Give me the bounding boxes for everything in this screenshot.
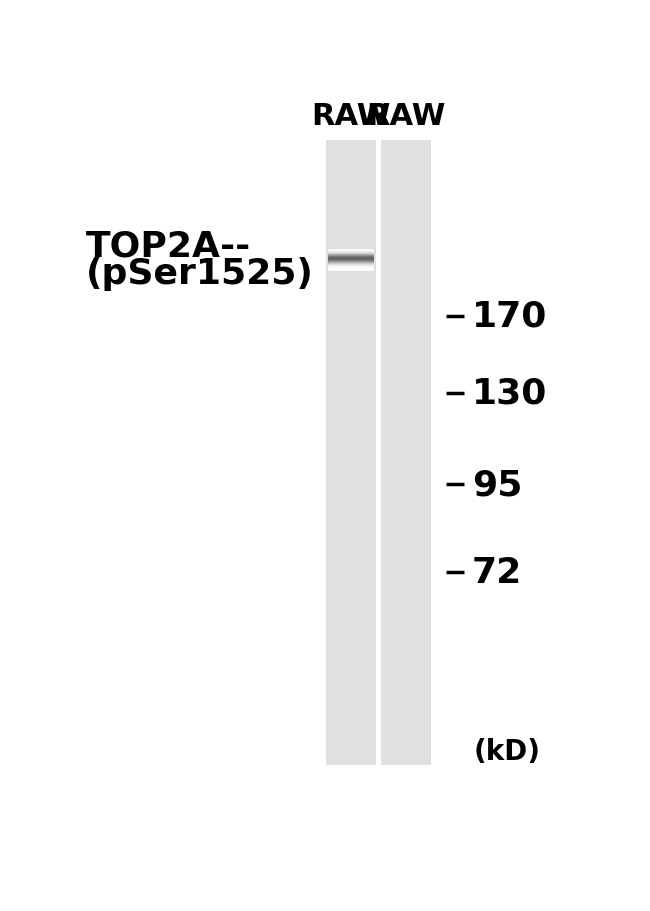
Text: RAW: RAW [367, 101, 446, 130]
Text: TOP2A--: TOP2A-- [86, 230, 252, 263]
Text: (kD): (kD) [473, 737, 540, 765]
Bar [381, 141, 432, 765]
Bar [326, 141, 376, 765]
Text: 72: 72 [472, 556, 522, 589]
Text: (pSer1525): (pSer1525) [86, 257, 314, 292]
Text: 170: 170 [472, 300, 547, 333]
Text: 130: 130 [472, 376, 547, 410]
Text: RAW: RAW [311, 101, 391, 130]
Text: 95: 95 [472, 467, 522, 502]
